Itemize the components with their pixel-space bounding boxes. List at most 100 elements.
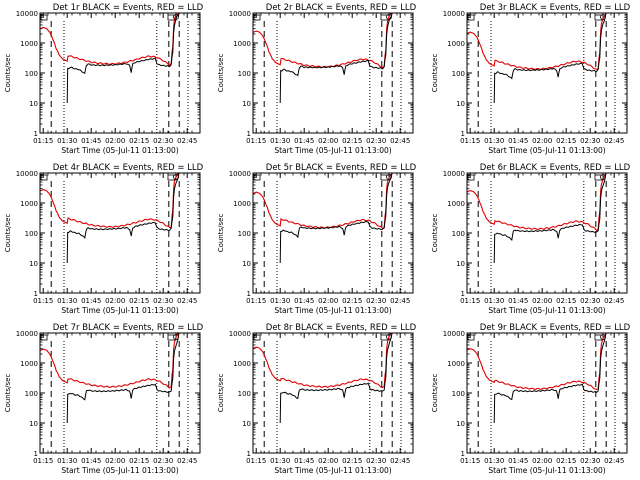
x-tick-label: 01:30 — [57, 457, 77, 465]
x-tick-label: 01:45 — [294, 297, 314, 305]
x-tick-label: 02:45 — [604, 297, 624, 305]
x-tick-label: 01:45 — [81, 137, 101, 145]
x-tick-label: 02:00 — [318, 137, 338, 145]
plot-frame — [39, 332, 201, 454]
x-tick-label: 01:30 — [484, 297, 504, 305]
y-tick-label: 10000 — [16, 330, 38, 338]
x-axis-label: Start Time (05-Jul-11 01:13:00) — [61, 146, 178, 155]
x-tick-label: 01:30 — [484, 457, 504, 465]
panel: Det 8r BLACK = Events, RED = LLD Counts/s… — [217, 323, 417, 475]
corner-marker-right — [594, 174, 604, 181]
corner-marker-left — [253, 14, 261, 21]
y-tick-label: 10 — [456, 100, 465, 108]
y-tick-label: 100 — [238, 390, 251, 398]
x-tick-label: 02:15 — [342, 457, 362, 465]
y-tick-label: 100 — [238, 230, 251, 238]
x-tick-label: 01:30 — [57, 297, 77, 305]
plot-frame — [39, 172, 201, 294]
x-tick-label: 02:15 — [556, 457, 576, 465]
peak-marker — [600, 14, 606, 20]
peak-marker — [600, 174, 606, 180]
x-tick-label: 02:00 — [318, 297, 338, 305]
x-tick-label: 01:15 — [246, 137, 266, 145]
x-tick-label: 02:45 — [177, 297, 197, 305]
y-tick-label: 1000 — [447, 200, 465, 208]
events-series-line — [279, 172, 393, 264]
x-tick-label: 01:45 — [81, 457, 101, 465]
y-tick-label: 10 — [242, 260, 251, 268]
y-tick-label: 100 — [238, 70, 251, 78]
lld-series-line — [39, 12, 180, 66]
peak-marker — [173, 14, 179, 20]
lld-series-line — [39, 172, 180, 228]
panel: Det 7r BLACK = Events, RED = LLD Counts/s… — [4, 323, 204, 475]
y-tick-label: 100 — [25, 70, 38, 78]
panel-title: Det 4r BLACK = Events, RED = LLD — [53, 163, 204, 173]
x-tick-label: 02:45 — [604, 457, 624, 465]
events-series-line — [279, 332, 393, 424]
y-tick-label: 1 — [247, 290, 251, 298]
y-tick-label: 1 — [34, 450, 38, 458]
x-tick-label: 02:00 — [532, 137, 552, 145]
x-tick-label: 01:45 — [294, 137, 314, 145]
events-series-line — [279, 12, 393, 104]
y-axis-label: Counts/sec — [4, 374, 12, 413]
y-tick-label: 10 — [242, 420, 251, 428]
y-tick-label: 10 — [456, 420, 465, 428]
lld-series-line — [466, 172, 607, 232]
panel: Det 6r BLACK = Events, RED = LLD Counts/s… — [431, 163, 631, 315]
x-tick-label: 01:45 — [508, 137, 528, 145]
lld-series-line — [252, 172, 393, 230]
panel: Det 5r BLACK = Events, RED = LLD Counts/s… — [217, 163, 417, 315]
x-tick-label: 01:30 — [270, 297, 290, 305]
x-tick-label: 01:15 — [460, 457, 480, 465]
plot-frame — [252, 12, 414, 134]
y-axis-label: Counts/sec — [4, 214, 12, 253]
events-series-line — [493, 172, 607, 264]
events-series-line — [493, 332, 607, 424]
x-tick-label: 02:30 — [366, 297, 386, 305]
panel-title: Det 1r BLACK = Events, RED = LLD — [53, 3, 204, 13]
x-tick-label: 01:45 — [508, 457, 528, 465]
x-tick-label: 02:00 — [105, 137, 125, 145]
y-tick-label: 10000 — [229, 330, 251, 338]
x-tick-label: 02:30 — [580, 137, 600, 145]
plot-frame — [466, 172, 628, 294]
y-tick-label: 10 — [29, 100, 38, 108]
y-tick-label: 1 — [461, 450, 465, 458]
y-tick-label: 10000 — [443, 330, 465, 338]
corner-marker-left — [40, 14, 48, 21]
panel-title: Det 6r BLACK = Events, RED = LLD — [480, 163, 631, 173]
y-tick-label: 1000 — [20, 40, 38, 48]
x-tick-label: 01:30 — [270, 137, 290, 145]
y-tick-label: 10 — [242, 100, 251, 108]
y-tick-label: 10000 — [443, 170, 465, 178]
y-tick-label: 10000 — [16, 10, 38, 18]
x-tick-label: 01:15 — [246, 457, 266, 465]
x-axis-label: Start Time (05-Jul-11 01:13:00) — [274, 306, 391, 315]
x-tick-label: 02:15 — [342, 137, 362, 145]
panel-title: Det 7r BLACK = Events, RED = LLD — [53, 323, 204, 333]
peak-marker — [386, 334, 392, 340]
x-axis-label: Start Time (05-Jul-11 01:13:00) — [488, 466, 605, 475]
y-tick-label: 10000 — [229, 170, 251, 178]
x-tick-label: 02:30 — [366, 137, 386, 145]
y-axis-label: Counts/sec — [217, 374, 225, 413]
x-tick-label: 02:15 — [556, 297, 576, 305]
events-series-line — [66, 172, 180, 264]
y-tick-label: 10 — [29, 420, 38, 428]
x-tick-label: 01:15 — [33, 297, 53, 305]
y-tick-label: 100 — [452, 390, 465, 398]
plot-frame — [252, 172, 414, 294]
x-tick-label: 01:45 — [508, 297, 528, 305]
x-tick-label: 01:30 — [57, 137, 77, 145]
corner-marker-left — [467, 174, 475, 181]
y-tick-label: 1000 — [233, 40, 251, 48]
peak-marker — [173, 174, 179, 180]
y-tick-label: 10 — [456, 260, 465, 268]
y-tick-label: 1000 — [233, 200, 251, 208]
plot-frame — [39, 12, 201, 134]
x-tick-label: 02:15 — [129, 137, 149, 145]
x-tick-label: 02:00 — [105, 457, 125, 465]
